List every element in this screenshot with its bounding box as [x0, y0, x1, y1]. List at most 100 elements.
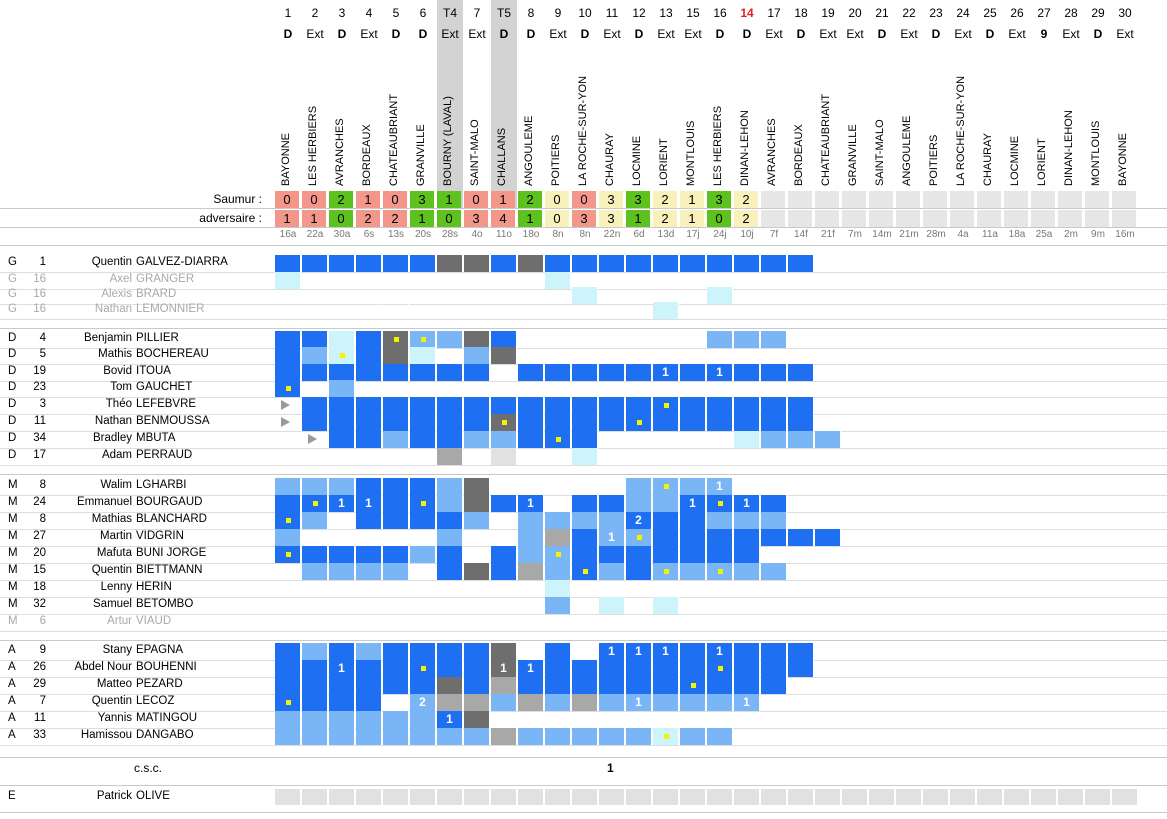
player-last-name: BETOMBO — [136, 598, 194, 610]
appearance-cell — [545, 563, 571, 580]
appearance-cell — [815, 789, 841, 805]
appearance-cell — [680, 512, 706, 529]
appearance-cell — [491, 728, 517, 745]
appearance-cell — [302, 677, 328, 694]
yellow-card-icon — [637, 420, 642, 425]
goal-count: 1 — [680, 495, 706, 511]
player-number: 33 — [33, 729, 46, 741]
appearance-cell — [626, 789, 652, 805]
opponent-name-text: MONTLOUIS — [685, 120, 697, 186]
match-date: 16m — [1115, 229, 1135, 240]
appearance-cell — [545, 364, 571, 381]
yellow-card-icon — [313, 501, 318, 506]
appearance-cell — [653, 512, 679, 529]
opponent-name-text: AVRANCHES — [334, 118, 346, 186]
appearance-cell — [464, 789, 490, 805]
player-first-name: Benjamin — [84, 332, 132, 344]
match-venue: D — [634, 27, 644, 41]
appearance-cell — [707, 789, 733, 805]
entry-triangle-icon — [281, 417, 290, 427]
appearance-cell — [329, 563, 355, 580]
away-score — [842, 210, 866, 227]
appearance-cell — [734, 364, 760, 381]
appearance-cell — [653, 694, 679, 711]
player-position: M — [8, 530, 18, 542]
goal-count: 1 — [626, 694, 652, 710]
player-number: 16 — [33, 288, 46, 300]
match-date: 13d — [657, 229, 675, 240]
divider — [0, 227, 1167, 228]
away-score — [1004, 210, 1028, 227]
appearance-cell — [653, 597, 679, 614]
player-number: 5 — [39, 348, 46, 360]
appearance-cell — [275, 347, 301, 364]
opponent-name-text: LA ROCHE-SUR-YON — [955, 75, 967, 186]
match-date: 10j — [740, 229, 754, 240]
player-first-name: Mathias — [91, 513, 132, 525]
opponent-name-text: BOURNY (LAVAL) — [442, 96, 454, 186]
appearance-cell — [383, 512, 409, 529]
match-venue: Ext — [819, 27, 837, 41]
appearance-cell — [788, 431, 814, 448]
away-score: 1 — [626, 210, 650, 227]
appearance-cell — [464, 563, 490, 580]
appearance-cell — [653, 660, 679, 677]
appearance-cell — [275, 478, 301, 495]
player-last-name: BENMOUSSA — [136, 415, 210, 427]
home-score — [1058, 191, 1082, 208]
player-last-name: HERIN — [136, 581, 172, 593]
appearance-cell — [518, 414, 544, 431]
appearance-cell — [464, 711, 490, 728]
appearance-cell — [707, 694, 733, 711]
yellow-card-icon — [556, 437, 561, 442]
away-score — [1112, 210, 1136, 227]
appearance-cell — [464, 478, 490, 495]
appearance-cell — [707, 397, 733, 414]
player-last-name: GRANGER — [136, 273, 195, 285]
appearance-cell — [491, 563, 517, 580]
appearance-cell — [545, 414, 571, 431]
match-number: 30 — [1118, 6, 1132, 20]
match-number: 5 — [392, 6, 400, 20]
match-venue: Ext — [549, 27, 567, 41]
player-first-name: Emmanuel — [77, 496, 132, 508]
match-date: 4a — [957, 229, 969, 240]
match-date: 11a — [982, 229, 998, 240]
appearance-cell — [707, 331, 733, 348]
appearance-cell — [626, 364, 652, 381]
player-last-name: VIDGRIN — [136, 530, 184, 542]
player-number: 27 — [33, 530, 46, 542]
match-venue: Ext — [360, 27, 378, 41]
appearance-cell — [626, 546, 652, 563]
away-score: 0 — [437, 210, 461, 227]
match-number: 9 — [554, 6, 562, 20]
match-date: 4o — [471, 229, 483, 240]
appearance-cell — [464, 728, 490, 745]
player-first-name: Walim — [100, 479, 132, 491]
goal-count: 1 — [599, 643, 625, 659]
appearance-cell — [410, 512, 436, 529]
player-number: 1 — [39, 256, 46, 268]
appearance-cell — [302, 414, 328, 431]
yellow-card-icon — [583, 569, 588, 574]
appearance-cell — [302, 331, 328, 348]
appearance-cell — [734, 789, 760, 805]
match-number: 16 — [713, 6, 727, 20]
match-venue: Ext — [306, 27, 324, 41]
goal-count: 1 — [653, 643, 679, 659]
player-number: 4 — [39, 332, 46, 344]
appearance-cell — [275, 331, 301, 348]
appearance-cell — [680, 643, 706, 660]
row-divider — [0, 465, 1167, 466]
appearance-cell — [599, 546, 625, 563]
appearance-cell — [356, 414, 382, 431]
home-score — [842, 191, 866, 208]
yellow-card-icon — [421, 501, 426, 506]
appearance-cell — [329, 414, 355, 431]
appearance-cell — [680, 789, 706, 805]
match-number: 28 — [1064, 6, 1078, 20]
home-score — [977, 191, 1001, 208]
appearance-cell — [599, 728, 625, 745]
appearance-cell — [626, 397, 652, 414]
player-last-name: PERRAUD — [136, 449, 193, 461]
